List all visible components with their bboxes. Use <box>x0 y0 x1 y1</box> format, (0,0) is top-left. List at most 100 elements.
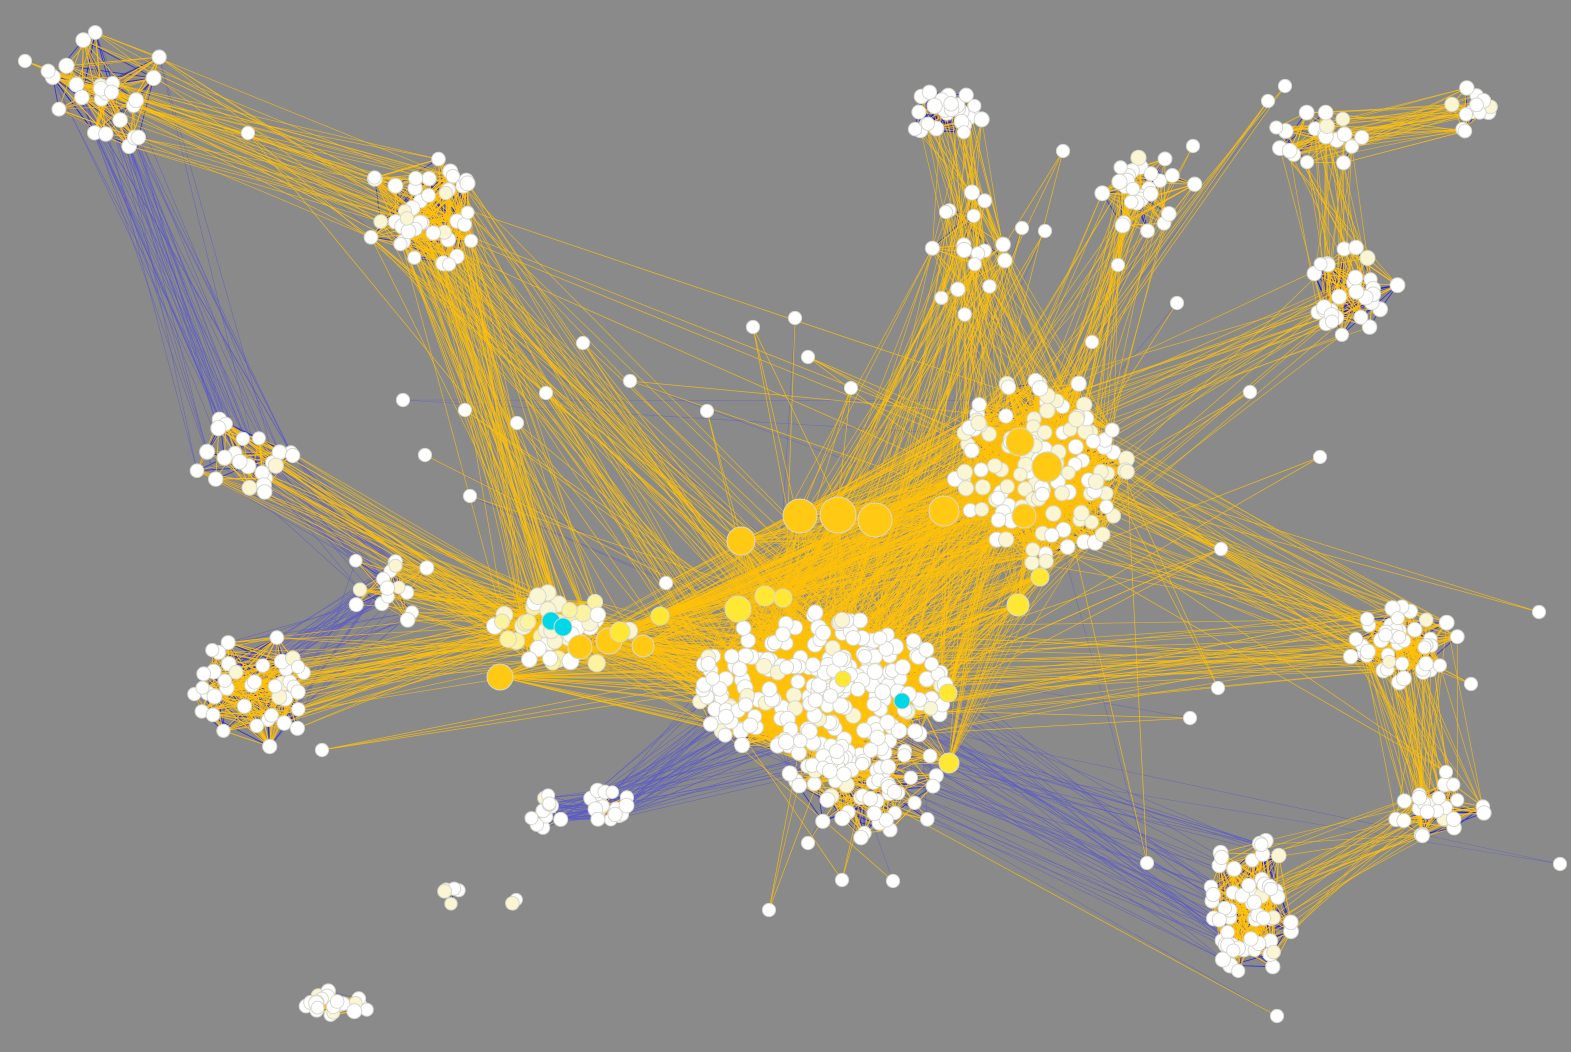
graph-node[interactable] <box>1243 931 1259 947</box>
graph-node[interactable] <box>950 281 966 297</box>
graph-node-isolated[interactable] <box>761 902 777 918</box>
graph-node[interactable] <box>920 116 936 132</box>
graph-node[interactable] <box>998 408 1014 424</box>
graph-node[interactable] <box>542 796 557 811</box>
graph-node[interactable] <box>521 651 538 668</box>
graph-node[interactable] <box>1164 168 1180 183</box>
graph-node[interactable] <box>605 785 620 800</box>
graph-node[interactable] <box>973 462 989 478</box>
graph-node[interactable] <box>1000 379 1017 395</box>
graph-node[interactable] <box>815 813 831 829</box>
graph-node[interactable] <box>1246 894 1263 910</box>
graph-node[interactable] <box>705 671 721 686</box>
graph-node[interactable] <box>151 49 167 65</box>
graph-node[interactable] <box>1226 861 1242 877</box>
graph-node[interactable] <box>897 748 912 763</box>
graph-node[interactable] <box>1254 837 1269 853</box>
graph-node-isolated[interactable] <box>1084 334 1100 350</box>
graph-node[interactable] <box>1045 505 1062 522</box>
graph-node[interactable] <box>505 896 520 911</box>
graph-node[interactable] <box>886 784 903 800</box>
graph-node[interactable] <box>262 738 278 755</box>
graph-node[interactable] <box>957 307 972 322</box>
graph-node[interactable] <box>1143 166 1159 182</box>
graph-node-isolated[interactable] <box>1037 223 1053 239</box>
graph-node[interactable] <box>199 443 216 460</box>
graph-node[interactable] <box>834 611 851 629</box>
graph-node[interactable] <box>755 658 773 675</box>
graph-node[interactable] <box>807 604 824 621</box>
graph-node[interactable] <box>210 420 227 437</box>
graph-node[interactable] <box>920 812 935 827</box>
graph-node[interactable] <box>407 250 422 265</box>
graph-node[interactable] <box>399 211 415 226</box>
graph-node[interactable] <box>241 479 258 496</box>
graph-node[interactable] <box>74 89 90 106</box>
graph-node[interactable] <box>431 151 446 167</box>
graph-node[interactable] <box>437 883 453 899</box>
graph-node-hub[interactable] <box>1030 567 1050 587</box>
graph-node[interactable] <box>982 279 997 294</box>
graph-node[interactable] <box>815 624 832 641</box>
graph-node[interactable] <box>943 96 959 112</box>
graph-node[interactable] <box>1348 239 1364 256</box>
graph-node[interactable] <box>879 714 896 731</box>
graph-node-hub[interactable] <box>486 663 514 691</box>
graph-node[interactable] <box>1067 438 1084 455</box>
graph-node[interactable] <box>1331 288 1348 305</box>
graph-node[interactable] <box>878 812 894 828</box>
graph-node[interactable] <box>1446 777 1461 792</box>
graph-node[interactable] <box>1354 129 1370 145</box>
graph-node[interactable] <box>267 457 284 474</box>
graph-node[interactable] <box>934 290 949 305</box>
graph-node[interactable] <box>618 797 635 814</box>
graph-node[interactable] <box>1432 658 1448 673</box>
graph-node[interactable] <box>1469 97 1484 113</box>
graph-node[interactable] <box>408 170 424 186</box>
graph-node-isolated[interactable] <box>658 575 674 591</box>
graph-node[interactable] <box>1214 849 1230 866</box>
graph-node[interactable] <box>251 431 266 446</box>
graph-node-isolated[interactable] <box>457 402 473 418</box>
graph-node[interactable] <box>87 25 103 40</box>
graph-node[interactable] <box>832 697 850 714</box>
graph-node[interactable] <box>862 790 879 807</box>
graph-node[interactable] <box>869 729 886 746</box>
graph-node[interactable] <box>1084 514 1099 530</box>
graph-node[interactable] <box>269 630 285 645</box>
graph-node-isolated[interactable] <box>1185 138 1201 154</box>
graph-node-isolated[interactable] <box>1182 710 1198 726</box>
graph-node-isolated[interactable] <box>1210 680 1226 696</box>
graph-node[interactable] <box>967 257 982 272</box>
graph-node[interactable] <box>852 612 869 629</box>
graph-node-isolated[interactable] <box>1213 541 1229 557</box>
graph-node-hub[interactable] <box>650 606 670 626</box>
graph-node[interactable] <box>1038 553 1054 569</box>
graph-node-hub[interactable] <box>631 634 655 658</box>
graph-node[interactable] <box>921 84 938 101</box>
graph-node[interactable] <box>1418 612 1434 628</box>
graph-node[interactable] <box>793 733 808 749</box>
graph-node-hub[interactable] <box>938 683 958 703</box>
graph-node[interactable] <box>966 208 981 223</box>
graph-node-isolated[interactable] <box>1438 764 1454 780</box>
graph-node[interactable] <box>831 650 849 668</box>
graph-node[interactable] <box>724 648 740 665</box>
graph-node[interactable] <box>990 490 1006 506</box>
graph-node[interactable] <box>438 185 453 201</box>
graph-node[interactable] <box>1054 485 1070 502</box>
graph-node-isolated[interactable] <box>834 872 850 888</box>
graph-node[interactable] <box>856 722 873 739</box>
graph-node[interactable] <box>880 758 897 775</box>
graph-node[interactable] <box>189 463 205 479</box>
graph-node[interactable] <box>1445 811 1462 828</box>
graph-node[interactable] <box>926 97 943 115</box>
graph-node[interactable] <box>998 531 1015 548</box>
graph-node[interactable] <box>907 121 923 137</box>
graph-node[interactable] <box>855 756 870 772</box>
graph-node[interactable] <box>1271 847 1287 864</box>
graph-node[interactable] <box>905 633 922 649</box>
graph-node-hub[interactable] <box>938 752 960 774</box>
graph-node[interactable] <box>51 101 67 117</box>
graph-node[interactable] <box>145 70 162 86</box>
